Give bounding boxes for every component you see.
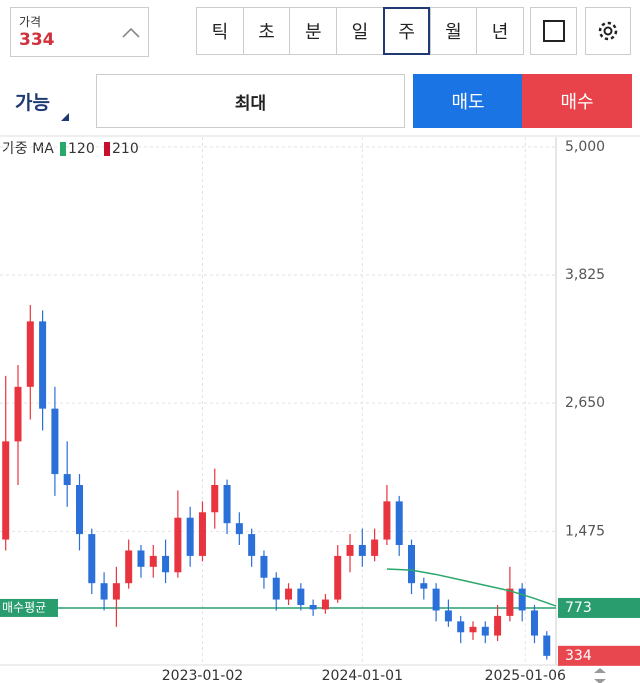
candle-body bbox=[469, 626, 477, 633]
candle-body bbox=[198, 512, 206, 556]
price-box[interactable]: 가격 334 bbox=[10, 7, 149, 57]
x-tick-label: 2023-01-02 bbox=[162, 668, 243, 683]
candle-body bbox=[543, 635, 551, 656]
current-price-tag bbox=[558, 645, 640, 666]
candle-body bbox=[432, 588, 440, 611]
candle-body bbox=[174, 517, 182, 573]
candle-body bbox=[137, 550, 145, 567]
candle-body bbox=[14, 386, 22, 442]
candle-body bbox=[321, 599, 329, 610]
candle-body bbox=[51, 408, 59, 475]
candle-body bbox=[162, 555, 170, 573]
avg-price-tag bbox=[0, 598, 58, 617]
avg-price-axis-tag bbox=[558, 597, 640, 618]
y-tick-label: 3,825 bbox=[565, 267, 605, 283]
candle-body bbox=[63, 474, 71, 485]
candle-body bbox=[272, 577, 280, 600]
candle-body bbox=[481, 626, 489, 636]
layout-button[interactable] bbox=[530, 7, 577, 55]
candle-body bbox=[383, 501, 391, 540]
candle-body bbox=[334, 555, 342, 600]
interval-button[interactable]: 년 bbox=[476, 7, 524, 55]
candle-body bbox=[408, 545, 416, 584]
candle-body bbox=[26, 321, 34, 387]
candle-body bbox=[100, 583, 108, 600]
settings-button[interactable] bbox=[585, 7, 631, 55]
candle-body bbox=[285, 588, 293, 600]
sell-button[interactable]: 매도 bbox=[413, 74, 523, 128]
price-label: 가격 bbox=[19, 15, 42, 29]
legend-label: 210 bbox=[112, 141, 139, 157]
candle-body bbox=[223, 485, 231, 524]
candle-body bbox=[346, 545, 354, 556]
candle-body bbox=[149, 555, 157, 567]
gear-icon bbox=[598, 21, 618, 41]
legend-label: 120 bbox=[68, 141, 95, 157]
legend-swatch bbox=[60, 142, 66, 156]
candle-body bbox=[88, 534, 96, 584]
buy-button[interactable]: 매수 bbox=[522, 74, 632, 128]
candle-body bbox=[211, 485, 219, 513]
x-tick-label: 2025-01-06 bbox=[485, 668, 566, 683]
scale-icon bbox=[594, 668, 606, 683]
price: 334 bbox=[19, 30, 55, 50]
legend-swatch bbox=[104, 142, 110, 156]
candle-body bbox=[75, 485, 83, 535]
candle-body bbox=[457, 621, 465, 633]
ma-line bbox=[386, 568, 557, 607]
candle-body bbox=[518, 588, 526, 611]
candle-body bbox=[235, 523, 243, 535]
y-tick-label: 1,475 bbox=[565, 523, 605, 539]
candle-body bbox=[39, 321, 47, 409]
candle-body bbox=[395, 501, 403, 545]
candle-body bbox=[260, 555, 268, 578]
candle-body bbox=[506, 588, 514, 616]
candle-body bbox=[186, 517, 194, 556]
candle-body bbox=[297, 588, 305, 605]
y-tick-label: 2,650 bbox=[565, 395, 605, 411]
legend-title: 가중 MA bbox=[2, 141, 54, 157]
current-price-value: 334 bbox=[565, 648, 592, 664]
x-tick-label: 2024-01-01 bbox=[322, 668, 403, 683]
candle-body bbox=[309, 605, 317, 610]
corner-mark bbox=[61, 113, 69, 121]
chevron bbox=[122, 27, 140, 38]
candle-body bbox=[371, 539, 379, 556]
avg-price-value: 773 bbox=[565, 600, 592, 616]
y-tick-label: 5,000 bbox=[565, 139, 605, 155]
quantity-box[interactable]: 최대 bbox=[96, 74, 405, 128]
available[interactable]: 가능 bbox=[15, 92, 50, 114]
avg-price-label: 매수평균 bbox=[2, 600, 46, 614]
candle-body bbox=[112, 583, 120, 600]
candle-body bbox=[494, 615, 502, 636]
candle-body bbox=[125, 550, 133, 584]
candle-body bbox=[2, 441, 10, 540]
candle-body bbox=[358, 545, 366, 556]
interval-button[interactable]: 주 bbox=[382, 7, 431, 55]
square-icon bbox=[542, 20, 565, 42]
candle-body bbox=[444, 610, 452, 622]
candle-body bbox=[530, 610, 538, 636]
candle-body bbox=[248, 534, 256, 556]
candle-body bbox=[420, 583, 428, 589]
